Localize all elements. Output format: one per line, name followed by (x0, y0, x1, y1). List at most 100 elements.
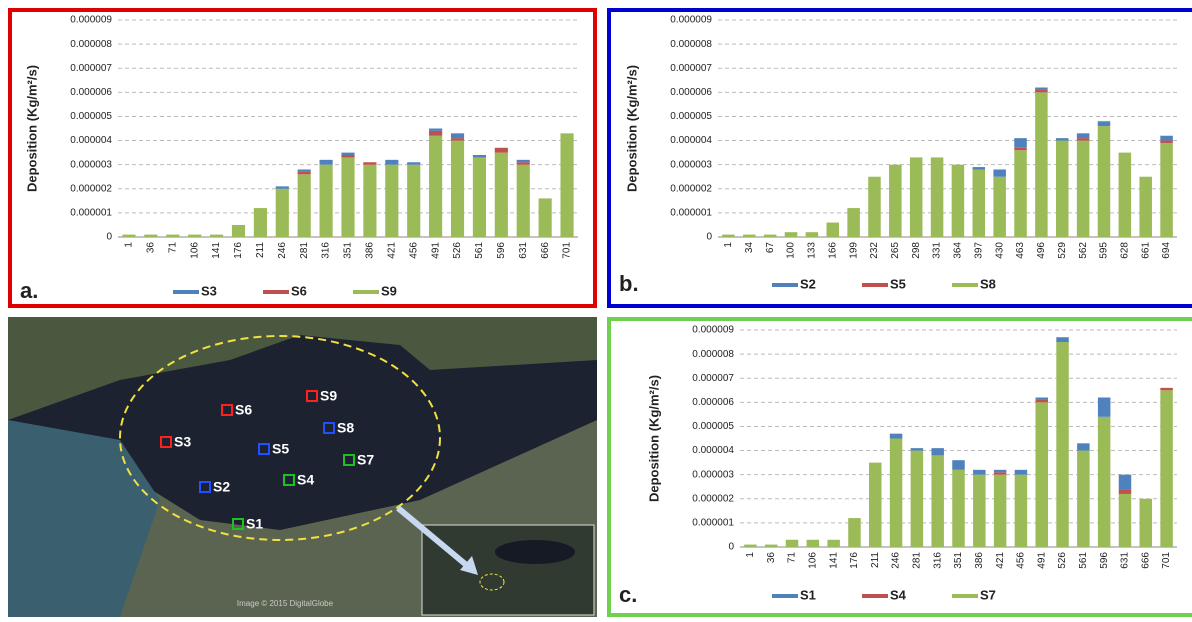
x-tick-label: 331 (932, 242, 943, 259)
x-tick-label: 456 (1016, 552, 1027, 569)
y-tick-label: 0.000009 (692, 325, 734, 336)
bar (1139, 498, 1153, 547)
bar (1014, 469, 1028, 475)
bar (275, 186, 289, 189)
bar (1014, 138, 1027, 148)
x-tick-label: 281 (299, 242, 310, 259)
y-tick-label: 0.000006 (70, 87, 112, 98)
bar (385, 159, 399, 165)
x-tick-label: 36 (766, 552, 777, 564)
y-tick-label: 0.000008 (692, 349, 734, 360)
bar (516, 162, 530, 165)
bar (848, 518, 861, 547)
x-tick-label: 491 (1036, 552, 1047, 569)
x-tick-label: 628 (1119, 242, 1130, 259)
bar (889, 438, 903, 547)
x-tick-label: 561 (1078, 552, 1089, 569)
x-tick-label: 526 (452, 242, 463, 259)
legend-label: S9 (381, 283, 397, 298)
x-tick-label: 199 (848, 242, 859, 259)
bar (1035, 87, 1048, 90)
x-tick-label: 526 (1057, 552, 1068, 569)
bar (993, 176, 1006, 237)
y-axis-label: Deposition (Kg/m²/s) (624, 65, 639, 192)
arrow (396, 505, 472, 571)
x-tick-label: 211 (870, 552, 881, 568)
x-tick-label: 246 (891, 552, 902, 569)
bar (210, 234, 224, 237)
x-tick-label: 246 (277, 242, 288, 259)
bar (341, 152, 355, 156)
bar (1097, 416, 1111, 547)
bar (1118, 152, 1132, 237)
x-tick-label: 529 (1057, 242, 1068, 259)
station-label: S5 (272, 441, 289, 457)
bar (869, 462, 882, 547)
legend-label: S3 (201, 283, 217, 298)
station-label: S3 (174, 434, 191, 450)
bar (1077, 443, 1090, 451)
arrow-head (460, 556, 478, 575)
y-tick-label: 0.000005 (670, 111, 712, 122)
x-tick-label: 595 (1099, 242, 1110, 259)
bar (1014, 474, 1028, 547)
x-tick-label: 631 (1120, 552, 1131, 569)
x-tick-label: 133 (807, 242, 818, 259)
station-marker (323, 422, 335, 434)
bar (363, 164, 377, 237)
y-tick-label: 0.000002 (670, 183, 712, 194)
bar (1035, 399, 1048, 403)
bar (1097, 121, 1111, 127)
bar (973, 474, 986, 547)
y-tick-label: 0 (106, 232, 112, 243)
bar (319, 159, 333, 165)
y-tick-label: 0.000004 (692, 445, 734, 456)
y-tick-label: 0.000007 (670, 63, 712, 74)
bar (450, 133, 465, 139)
bar (722, 234, 735, 237)
x-tick-label: 596 (1099, 552, 1110, 569)
bar (868, 176, 881, 237)
y-tick-label: 0.000009 (70, 15, 112, 26)
x-tick-label: 176 (233, 242, 244, 259)
x-tick-label: 298 (911, 242, 922, 259)
y-tick-label: 0.000001 (70, 208, 112, 219)
panel-label: b. (619, 271, 639, 296)
y-tick-label: 0.000008 (70, 39, 112, 50)
x-tick-label: 631 (518, 242, 529, 259)
bar (1118, 489, 1132, 494)
legend-label: S8 (980, 276, 996, 291)
x-tick-label: 36 (145, 242, 156, 254)
bar (889, 433, 903, 439)
bar (993, 474, 1007, 547)
x-tick-label: 141 (828, 552, 839, 569)
legend-label: S4 (890, 587, 907, 602)
panel-label: c. (619, 582, 637, 607)
x-tick-label: 106 (807, 552, 818, 569)
x-tick-label: 364 (953, 242, 964, 259)
bar (910, 450, 924, 547)
bar (1160, 135, 1173, 141)
bar (319, 164, 333, 237)
x-tick-label: 166 (827, 242, 838, 259)
station-label: S7 (357, 452, 374, 468)
y-tick-label: 0.000004 (670, 135, 712, 146)
bar (429, 135, 443, 237)
station-marker (199, 481, 211, 493)
x-tick-label: 141 (211, 242, 222, 259)
bar (993, 472, 1007, 475)
y-axis-label: Deposition (Kg/m²/s) (646, 375, 661, 502)
station-marker (306, 390, 318, 402)
bar (1035, 92, 1048, 237)
bar (429, 130, 443, 136)
x-tick-label: 71 (787, 552, 798, 564)
x-tick-label: 701 (562, 242, 573, 259)
bar (450, 138, 465, 141)
bar (472, 157, 486, 237)
bar (827, 539, 840, 547)
y-tick-label: 0.000007 (692, 373, 734, 384)
y-tick-label: 0.000002 (70, 183, 112, 194)
bar (952, 469, 965, 547)
x-tick-label: 562 (1078, 242, 1089, 259)
bar (910, 448, 924, 451)
